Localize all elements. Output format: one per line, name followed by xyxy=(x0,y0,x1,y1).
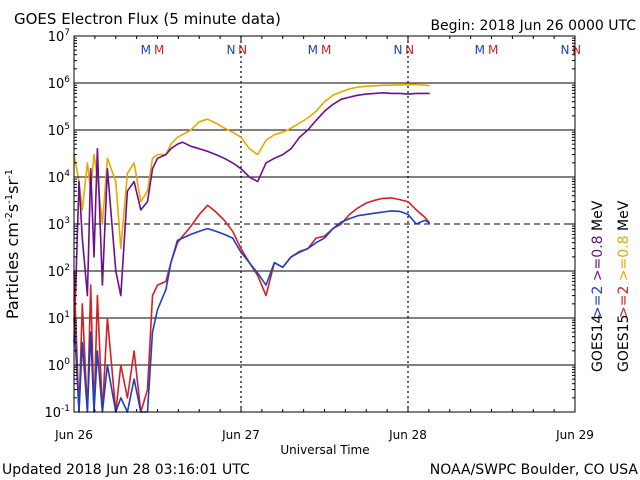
y-tick-exponent: 7 xyxy=(64,28,70,38)
legend-goes14-08mev: >=0.8 xyxy=(590,235,606,281)
updated-label: Updated 2018 Jun 28 03:16:01 UTC xyxy=(2,462,250,478)
y-tick-label: 103 xyxy=(48,216,70,233)
series-line-goes15-0-8-mev xyxy=(73,83,430,250)
midnight-marker: M xyxy=(308,43,318,57)
y-tick-base: 10 xyxy=(48,30,65,45)
y-tick-base: 10 xyxy=(48,124,65,139)
x-tick-label: Jun 27 xyxy=(221,428,260,442)
noon-marker: N xyxy=(572,43,581,57)
x-tick-label: Jun 26 xyxy=(54,428,93,442)
midnight-marker: M xyxy=(475,43,485,57)
y-tick-exponent: 2 xyxy=(64,263,70,273)
legend-goes14-series: >=2 >=0.8 MeV xyxy=(590,200,606,318)
legend-goes15-series: >=2 >=0.8 MeV xyxy=(616,200,632,318)
legend-goes14-2mev: >=2 xyxy=(590,286,606,318)
y-tick-exponent: 6 xyxy=(64,75,70,85)
y-tick-base: 10 xyxy=(48,265,65,280)
y-tick-exponent: 5 xyxy=(64,122,70,132)
y-tick-base: 10 xyxy=(44,406,61,421)
legend-goes14-unit: MeV xyxy=(590,200,606,231)
series-line-goes15-2-mev xyxy=(73,197,431,413)
midnight-marker: M xyxy=(321,43,331,57)
y-tick-exponent: 3 xyxy=(64,216,70,226)
noon-marker: N xyxy=(226,43,235,57)
legend-goes15-08mev: >=0.8 xyxy=(616,235,632,281)
x-axis-label: Universal Time xyxy=(280,443,369,457)
y-tick-exponent: 4 xyxy=(64,169,70,179)
series-line-goes14-2-mev xyxy=(73,210,431,413)
y-tick-base: 10 xyxy=(48,77,65,92)
noon-marker: N xyxy=(393,43,402,57)
legend-goes14-label: GOES14 xyxy=(590,314,606,372)
y-tick-label: 102 xyxy=(48,263,70,280)
begin-label: Begin: 2018 Jun 26 0000 UTC xyxy=(430,18,636,34)
credit-label: NOAA/SWPC Boulder, CO USA xyxy=(430,462,639,478)
y-tick-base: 10 xyxy=(48,171,65,186)
x-tick-label: Jun 28 xyxy=(388,428,427,442)
x-tick-label: Jun 29 xyxy=(555,428,594,442)
y-tick-label: 104 xyxy=(48,169,71,186)
midnight-marker: M xyxy=(488,43,498,57)
y-axis-label: Particles cm-2s-1sr-1 xyxy=(3,169,22,319)
y-tick-base: 10 xyxy=(48,359,65,374)
legend-goes15-2mev: >=2 xyxy=(616,286,632,318)
y-tick-exponent: 1 xyxy=(64,310,70,320)
x-axis-ticks: Jun 26 Jun 27 Jun 28 Jun 29 xyxy=(54,36,594,442)
gridlines xyxy=(74,82,575,366)
y-tick-base: 10 xyxy=(48,218,65,233)
noon-marker: N xyxy=(560,43,569,57)
y-tick-exponent: 0 xyxy=(64,357,70,367)
legend: GOES14 GOES15 >=2 >=0.8 MeV >=2 >=0.8 Me… xyxy=(590,200,632,372)
y-tick-base: 10 xyxy=(48,312,65,327)
y-tick-label: 106 xyxy=(48,75,71,92)
legend-goes15-unit: MeV xyxy=(616,200,632,231)
y-tick-label: 101 xyxy=(48,310,70,327)
y-tick-label: 107 xyxy=(48,28,70,45)
midnight-marker: M xyxy=(154,43,164,57)
y-tick-label: 10-1 xyxy=(44,404,70,421)
chart-title: GOES Electron Flux (5 minute data) xyxy=(14,10,281,28)
series-line-goes14-0-8-mev xyxy=(73,92,430,343)
noon-marker: N xyxy=(405,43,414,57)
legend-goes15-label: GOES15 xyxy=(616,315,632,372)
y-tick-exponent: -1 xyxy=(61,404,70,414)
y-tick-label: 105 xyxy=(48,122,70,139)
series-layer xyxy=(73,83,431,413)
noon-marker: N xyxy=(238,43,247,57)
y-tick-label: 100 xyxy=(48,357,71,374)
midnight-marker: M xyxy=(141,43,151,57)
